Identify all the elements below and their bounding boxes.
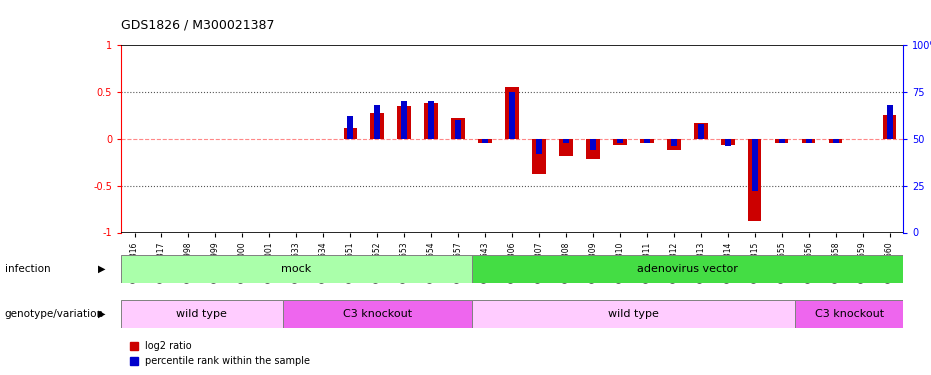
Bar — [802, 139, 816, 144]
Bar — [886, 105, 893, 139]
Bar — [795, 300, 903, 328]
Bar — [121, 300, 283, 328]
Bar — [533, 139, 546, 174]
Text: wild type: wild type — [177, 309, 227, 319]
Text: adenovirus vector: adenovirus vector — [637, 264, 737, 274]
Bar — [472, 255, 903, 283]
Legend: log2 ratio, percentile rank within the sample: log2 ratio, percentile rank within the s… — [126, 338, 315, 370]
Bar — [536, 139, 542, 154]
Bar — [344, 128, 357, 139]
Bar — [883, 116, 897, 139]
Bar — [374, 105, 380, 139]
Bar — [472, 300, 795, 328]
Bar — [398, 106, 411, 139]
Bar — [617, 139, 623, 142]
Bar — [832, 139, 839, 142]
Text: C3 knockout: C3 knockout — [343, 309, 412, 319]
Bar — [590, 139, 596, 150]
Bar — [347, 116, 353, 139]
Bar — [509, 92, 515, 139]
Bar — [668, 139, 681, 150]
Bar — [560, 139, 573, 156]
Bar — [401, 101, 407, 139]
Bar — [671, 139, 677, 146]
Bar — [778, 139, 785, 142]
Bar — [428, 101, 434, 139]
Bar — [641, 139, 654, 144]
Text: wild type: wild type — [608, 309, 659, 319]
Bar — [805, 139, 812, 142]
Bar — [506, 87, 519, 139]
Bar — [452, 118, 465, 139]
Bar — [724, 139, 731, 146]
Bar — [587, 139, 600, 159]
Text: GDS1826 / M300021387: GDS1826 / M300021387 — [121, 19, 275, 32]
Bar — [829, 139, 843, 144]
Bar — [721, 139, 735, 146]
Bar — [121, 255, 472, 283]
Text: infection: infection — [5, 264, 50, 274]
Bar — [748, 139, 762, 221]
Text: C3 knockout: C3 knockout — [815, 309, 884, 319]
Bar — [775, 139, 789, 144]
Bar — [425, 103, 438, 139]
Bar — [479, 139, 492, 144]
Bar — [614, 139, 627, 146]
Bar — [563, 139, 569, 142]
Text: ▶: ▶ — [98, 309, 105, 319]
Bar — [455, 120, 461, 139]
Bar — [698, 124, 704, 139]
Bar — [751, 139, 758, 191]
Text: ▶: ▶ — [98, 264, 105, 274]
Text: mock: mock — [281, 264, 312, 274]
Bar — [283, 300, 472, 328]
Bar — [371, 112, 384, 139]
Bar — [482, 139, 488, 142]
Bar — [695, 123, 708, 139]
Bar — [644, 139, 650, 142]
Text: genotype/variation: genotype/variation — [5, 309, 103, 319]
